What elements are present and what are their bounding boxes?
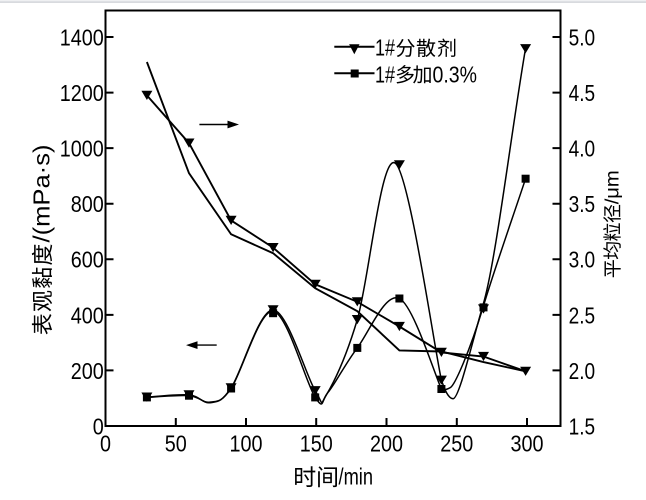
svg-text:0: 0 xyxy=(100,431,111,457)
svg-text:150: 150 xyxy=(300,431,333,457)
svg-text:600: 600 xyxy=(71,247,104,273)
svg-text:2.5: 2.5 xyxy=(569,302,596,328)
svg-text:1#: 1# xyxy=(375,34,395,60)
svg-text:100: 100 xyxy=(230,431,263,457)
svg-text:1400: 1400 xyxy=(60,24,104,50)
svg-text:1200: 1200 xyxy=(60,80,104,106)
svg-text:400: 400 xyxy=(71,302,104,328)
svg-text:2.0: 2.0 xyxy=(569,358,596,384)
svg-text:800: 800 xyxy=(71,191,104,217)
svg-text:5.0: 5.0 xyxy=(569,24,596,50)
svg-text:4.0: 4.0 xyxy=(569,136,596,162)
svg-text:250: 250 xyxy=(440,431,473,457)
svg-text:/(mPa·s): /(mPa·s) xyxy=(29,145,55,243)
svg-text:0.3%: 0.3% xyxy=(433,61,478,87)
svg-text:3.5: 3.5 xyxy=(569,191,596,217)
svg-text:4.5: 4.5 xyxy=(569,80,596,106)
svg-text:300: 300 xyxy=(511,431,544,457)
svg-text:1.5: 1.5 xyxy=(569,413,596,439)
svg-text:/min: /min xyxy=(339,464,374,490)
svg-text:/μm: /μm xyxy=(602,170,624,204)
svg-text:200: 200 xyxy=(370,431,403,457)
svg-text:0: 0 xyxy=(93,413,104,439)
svg-text:3.0: 3.0 xyxy=(569,247,596,273)
svg-text:50: 50 xyxy=(165,431,187,457)
svg-text:1#: 1# xyxy=(375,61,395,87)
svg-text:200: 200 xyxy=(71,358,104,384)
svg-text:1000: 1000 xyxy=(60,136,104,162)
